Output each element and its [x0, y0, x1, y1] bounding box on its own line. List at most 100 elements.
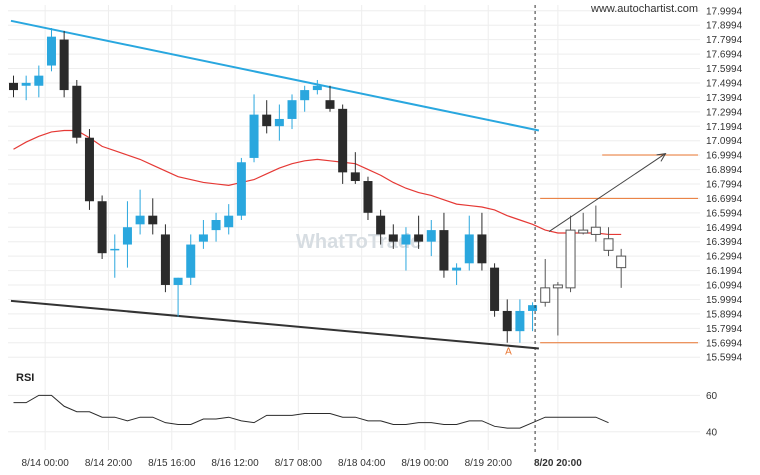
time-axis: 8/14 00:00 8/14 20:00 8/15 16:00 8/16 12:00… — [22, 458, 583, 469]
price-tick-label: 15.5994 — [706, 353, 743, 364]
candle — [515, 299, 525, 343]
candle-body — [249, 114, 259, 158]
candle-body — [464, 234, 474, 264]
rsi-indicator — [13, 394, 609, 429]
candle — [135, 189, 145, 235]
candle-body — [515, 310, 525, 332]
candle — [160, 224, 170, 293]
projected-candle — [552, 282, 563, 336]
candle — [211, 212, 221, 242]
candle-body — [135, 215, 145, 225]
candle — [84, 129, 94, 210]
candle-body — [160, 234, 170, 285]
candle-body — [528, 305, 538, 311]
candle-body — [603, 238, 614, 251]
candle-body — [72, 85, 82, 138]
forecast-arrow-line — [548, 153, 666, 232]
trendlines — [10, 19, 540, 350]
candle-body — [414, 234, 424, 242]
candle-body — [565, 229, 576, 289]
candle — [72, 79, 82, 144]
candle-body — [452, 267, 462, 271]
price-tick-label: 16.6994 — [706, 194, 743, 205]
moving-average-path — [13, 129, 622, 236]
candle — [224, 204, 234, 235]
candle — [274, 104, 284, 141]
candle-body — [325, 100, 335, 109]
candle — [249, 94, 259, 163]
candle-body — [590, 226, 601, 235]
price-tick-label: 15.9994 — [706, 295, 743, 306]
candle — [9, 75, 18, 98]
candle — [426, 220, 436, 257]
pattern-levels: A — [505, 152, 698, 357]
price-tick-label: 17.1994 — [706, 122, 743, 133]
support-trendline — [10, 299, 539, 350]
candle-body — [552, 284, 563, 289]
candle — [388, 224, 398, 249]
candle-body — [211, 220, 221, 231]
candle — [338, 104, 348, 184]
candle-body — [46, 36, 56, 66]
price-tick-label: 15.7994 — [706, 324, 743, 335]
candle-body — [616, 255, 627, 269]
candle-body — [148, 215, 158, 225]
time-tick-label: 8/16 12:00 — [211, 458, 259, 469]
rsi-tick-label: 60 — [706, 391, 718, 402]
projected-candle — [565, 215, 576, 293]
price-grid — [8, 5, 700, 450]
candle-body — [401, 234, 411, 245]
price-tick-label: 15.8994 — [706, 309, 743, 320]
candle-body — [236, 162, 246, 216]
price-tick-label: 17.2994 — [706, 107, 743, 118]
price-tick-label: 16.8994 — [706, 165, 743, 176]
candle-body — [59, 39, 69, 91]
price-tick-label: 17.3994 — [706, 93, 743, 104]
projected-candle — [590, 205, 601, 242]
candle-body — [439, 230, 449, 271]
time-tick-label: 8/19 20:00 — [465, 458, 513, 469]
price-tick-label: 16.9994 — [706, 151, 743, 162]
time-tick-label: 8/14 00:00 — [22, 458, 70, 469]
candle — [59, 30, 69, 98]
candle-body — [186, 244, 196, 278]
candle-body — [122, 227, 132, 245]
rsi-line — [13, 394, 609, 429]
price-tick-label: 17.8994 — [706, 21, 743, 32]
candle — [186, 234, 196, 285]
projected-candle — [616, 248, 627, 288]
candle-body — [578, 229, 589, 234]
candle — [312, 79, 322, 95]
candle — [198, 220, 208, 249]
resistance-trendline — [10, 19, 540, 132]
rsi-tick-label: 40 — [706, 427, 718, 438]
candle-body — [97, 201, 107, 254]
candle-body — [224, 215, 234, 228]
price-tick-label: 17.4994 — [706, 78, 743, 89]
candle — [401, 227, 411, 271]
candle — [287, 94, 297, 130]
time-tick-label: 8/15 16:00 — [148, 458, 196, 469]
candle — [477, 212, 487, 271]
candle-body — [287, 100, 297, 119]
candle-body — [490, 267, 500, 311]
price-tick-label: 16.0994 — [706, 281, 743, 292]
candle-body — [300, 90, 310, 101]
candle — [148, 198, 158, 235]
candle-body — [262, 114, 272, 127]
candle — [236, 157, 246, 221]
candle — [490, 263, 500, 317]
price-axis: 17.9994 17.8994 17.7994 17.6994 17.5994 17.49… — [706, 6, 743, 363]
candle-body — [34, 75, 44, 86]
candle-body — [388, 234, 398, 242]
rsi-axis: 60 40 — [706, 391, 718, 438]
candle-body — [312, 85, 322, 91]
candle — [528, 302, 538, 332]
time-tick-label: 8/19 00:00 — [401, 458, 449, 469]
price-tick-label: 16.2994 — [706, 252, 743, 263]
price-tick-label: 16.7994 — [706, 180, 743, 191]
rsi-grid — [8, 394, 700, 433]
price-tick-label: 15.6994 — [706, 338, 743, 349]
price-tick-label: 17.0994 — [706, 136, 743, 147]
